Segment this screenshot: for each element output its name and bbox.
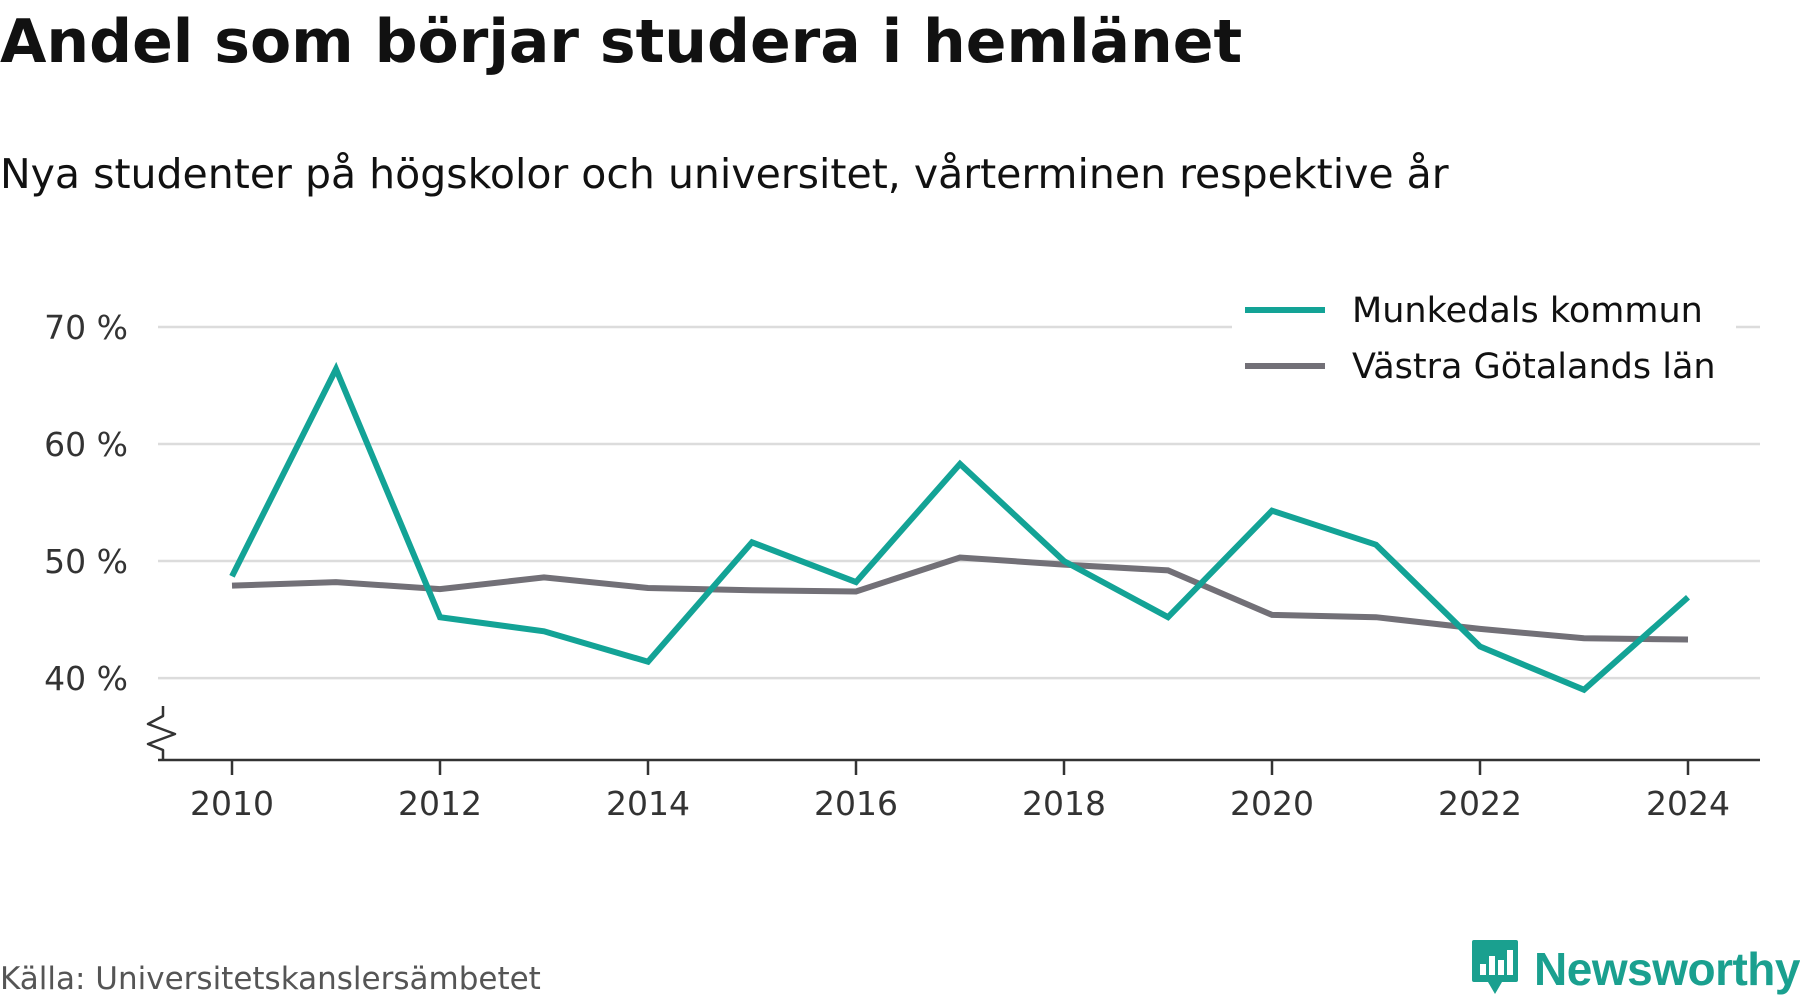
- data-series: [229, 361, 1690, 694]
- brand-logo: Newsworthy: [1470, 938, 1800, 1000]
- x-tick-label: 2010: [190, 784, 274, 823]
- legend-label: Munkedals kommun: [1352, 291, 1703, 331]
- y-tick-label: 70 %: [44, 308, 128, 347]
- axes: 40 % 50 % 60 % 70 % 2010 2012 2014 2016 2018 2020…: [44, 308, 1760, 823]
- x-tick-label: 2014: [606, 784, 690, 823]
- y-tick-label: 50 %: [44, 542, 128, 581]
- legend: Munkedals kommun Västra Götalands län: [1232, 280, 1736, 390]
- legend-label: Västra Götalands län: [1352, 347, 1716, 387]
- x-tick-label: 2022: [1438, 784, 1522, 823]
- series-line-munkedals-kommun: [229, 361, 1690, 694]
- x-tick-label: 2016: [814, 784, 898, 823]
- y-tick-label: 40 %: [44, 659, 128, 698]
- x-tick-label: 2012: [398, 784, 482, 823]
- series-line-västra-götalands-län: [231, 554, 1689, 643]
- source-note: Källa: Universitetskanslersämbetet: [0, 961, 541, 997]
- x-tick-label: 2018: [1022, 784, 1106, 823]
- bar-chart-icon: [1470, 938, 1520, 1000]
- legend-background: [1232, 280, 1736, 390]
- x-tick-label: 2024: [1646, 784, 1730, 823]
- y-tick-label: 60 %: [44, 425, 128, 464]
- axis-break-icon: [146, 706, 177, 760]
- chart-subtitle: Nya studenter på högskolor och universit…: [0, 150, 1449, 198]
- brand-name: Newsworthy: [1534, 943, 1800, 995]
- chart-title: Andel som börjar studera i hemlänet: [0, 7, 1243, 77]
- x-tick-label: 2020: [1230, 784, 1314, 823]
